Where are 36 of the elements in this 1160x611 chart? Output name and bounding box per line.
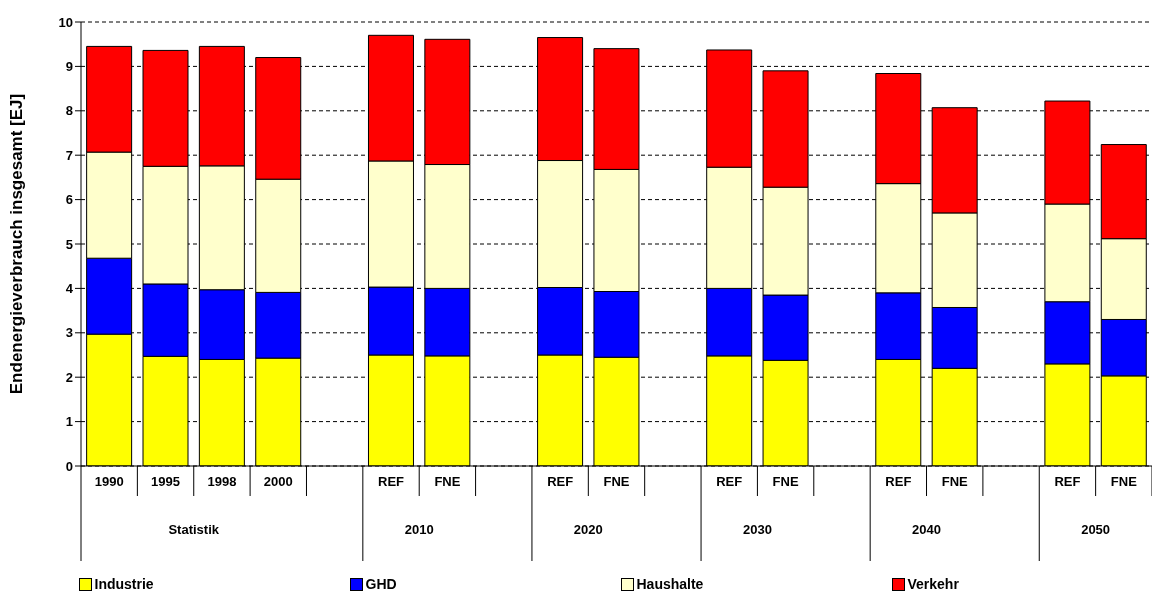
- y-tick-label: 0: [65, 458, 73, 474]
- y-tick-label: 9: [65, 59, 73, 75]
- text: 2050: [1081, 522, 1111, 537]
- text: 2030: [742, 522, 772, 537]
- y-tick-label: 8: [65, 103, 73, 119]
- y-axis-title: Endenergieverbrauch insgesamt [EJ]: [7, 93, 27, 395]
- x-tick-label: FNE: [434, 474, 461, 489]
- y-tick-label: 2: [65, 369, 73, 385]
- x-tick-label: 2000: [263, 474, 293, 489]
- legend-label: Industrie: [94, 576, 154, 592]
- x-tick-label: REF: [885, 474, 912, 489]
- legend-label: Haushalte: [636, 576, 704, 592]
- y-tick-label: 7: [65, 147, 73, 163]
- legend-label: GHD: [365, 576, 397, 592]
- text: Statistik: [168, 522, 220, 537]
- y-tick-label: 6: [65, 192, 73, 208]
- text: 2010: [404, 522, 434, 537]
- x-tick-label: 1990: [94, 474, 124, 489]
- x-tick-label: FNE: [772, 474, 799, 489]
- y-tick-label: 4: [65, 281, 74, 297]
- x-tick-label: REF: [378, 474, 405, 489]
- x-tick-label: 1995: [151, 474, 181, 489]
- y-tick-label: 10: [58, 14, 73, 30]
- text: 2040: [912, 522, 941, 537]
- x-tick-label: 1998: [207, 474, 237, 489]
- y-tick-label: 3: [65, 325, 73, 341]
- x-tick-label: REF: [716, 474, 743, 489]
- x-tick-label: FNE: [603, 474, 630, 489]
- y-tick-label: 1: [65, 414, 73, 430]
- x-tick-label: REF: [547, 474, 574, 489]
- y-tick-label: 5: [65, 236, 73, 252]
- legend-label: Verkehr: [907, 576, 959, 592]
- x-tick-label: FNE: [941, 474, 969, 489]
- x-tick-label: REF: [1054, 474, 1081, 489]
- text: 2020: [573, 522, 603, 537]
- x-tick-label: FNE: [1110, 474, 1138, 489]
